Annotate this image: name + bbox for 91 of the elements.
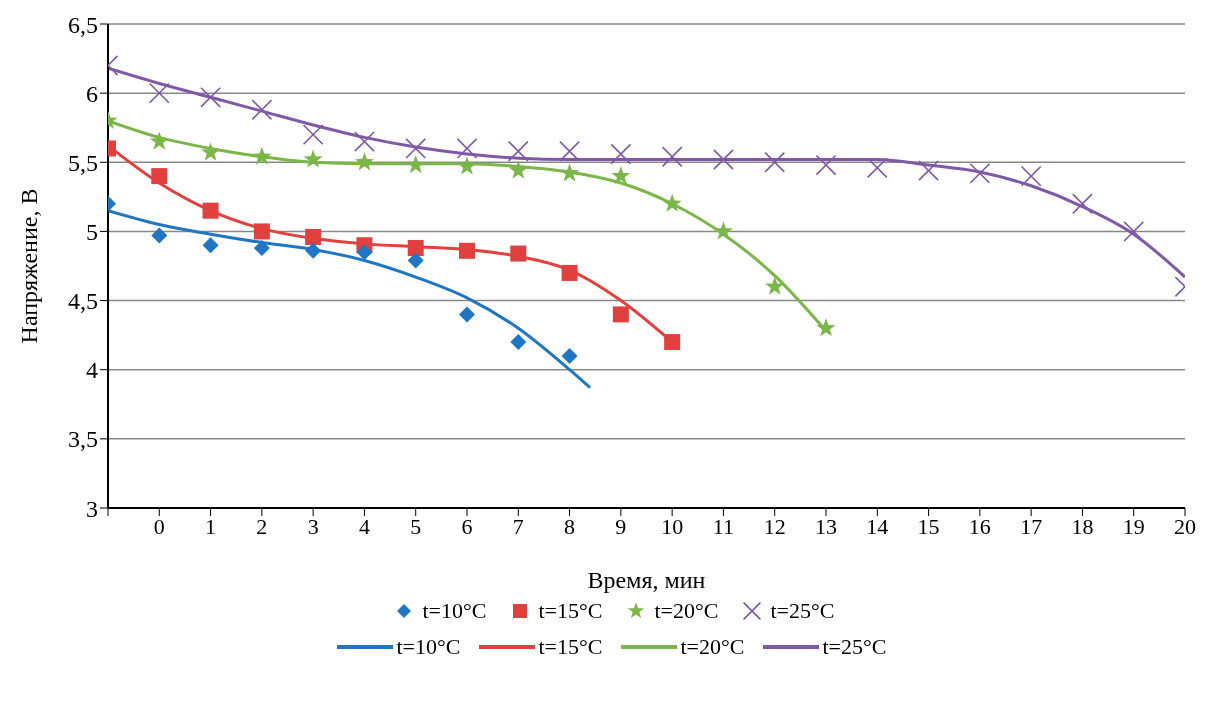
- point: [305, 228, 322, 245]
- x-tick-label: 19: [1122, 513, 1145, 539]
- point: [1123, 221, 1145, 242]
- point: [662, 193, 682, 212]
- x-tick-label: 8: [564, 513, 576, 539]
- point: [456, 138, 478, 159]
- point: [202, 202, 219, 219]
- x-tick-label: 7: [512, 513, 524, 539]
- point: [560, 163, 580, 182]
- point: [253, 223, 270, 240]
- x-tick-label: 5: [410, 513, 422, 539]
- point: [459, 242, 475, 259]
- point: [457, 156, 477, 175]
- point: [664, 334, 681, 351]
- x-tick-label: 13: [815, 513, 837, 539]
- legend-label: t=10°C: [422, 598, 487, 624]
- point: [200, 86, 221, 108]
- x-tick-label: 9: [615, 513, 627, 539]
- x-tick-label: 14: [866, 513, 889, 539]
- point: [151, 168, 168, 185]
- point: [149, 131, 169, 150]
- point: [815, 154, 837, 176]
- point: [510, 334, 527, 351]
- point: [661, 146, 683, 168]
- x-tick-label: 16: [968, 513, 991, 539]
- point: [151, 227, 168, 244]
- legend-label: t=20°C: [680, 634, 745, 660]
- x-axis-title: Время, мин: [587, 567, 706, 593]
- legend-label: t=25°C: [770, 598, 835, 624]
- point: [407, 240, 424, 257]
- point: [354, 152, 374, 171]
- legend-label: t=20°C: [654, 598, 719, 624]
- point: [507, 140, 529, 162]
- legend-label: t=15°C: [538, 634, 603, 660]
- y-tick-label: 5,5: [68, 149, 98, 176]
- point: [407, 252, 424, 269]
- point: [1072, 193, 1093, 215]
- point: [354, 131, 375, 152]
- point: [201, 142, 221, 161]
- y-tick-label: 6: [86, 80, 98, 107]
- x-tick-label: 20: [1174, 513, 1196, 539]
- point: [713, 149, 734, 170]
- y-tick-label: 5: [86, 218, 98, 245]
- point: [510, 245, 527, 262]
- legend-label: t=15°C: [538, 598, 603, 624]
- point: [406, 155, 426, 174]
- point: [459, 306, 475, 323]
- x-tick-label: 1: [205, 513, 217, 539]
- point: [611, 166, 631, 185]
- point: [252, 146, 272, 165]
- y-tick-label: 4: [86, 357, 98, 384]
- x-tick-label: 17: [1020, 513, 1043, 539]
- legend-label: t=10°C: [396, 634, 461, 660]
- point: [356, 244, 373, 261]
- point: [765, 276, 785, 295]
- point: [148, 82, 170, 104]
- point: [610, 143, 632, 165]
- x-tick-label: 3: [307, 513, 319, 539]
- point: [918, 160, 939, 181]
- point: [253, 240, 270, 257]
- point: [561, 264, 578, 281]
- legend-label: t=25°C: [822, 634, 887, 660]
- x-tick-label: 10: [661, 513, 684, 539]
- x-tick-label: 2: [256, 513, 268, 539]
- point: [612, 306, 629, 323]
- point: [969, 162, 991, 184]
- x-tick-label: 12: [763, 513, 786, 539]
- x-tick-label: 6: [461, 513, 473, 539]
- point: [561, 347, 578, 364]
- x-tick-label: 11: [712, 513, 735, 539]
- point: [508, 160, 528, 179]
- y-tick-label: 3,5: [68, 426, 98, 453]
- y-tick-label: 3: [86, 495, 98, 522]
- x-tick-label: 4: [358, 513, 370, 539]
- point: [305, 242, 322, 259]
- x-tick-label: 0: [153, 513, 165, 539]
- point: [302, 124, 324, 146]
- point: [866, 157, 888, 179]
- point: [816, 318, 836, 337]
- y-tick-label: 4,5: [68, 288, 98, 315]
- point: [1020, 165, 1042, 187]
- x-tick-label: 18: [1071, 513, 1094, 539]
- y-axis-title: Напряжение, В: [15, 188, 42, 344]
- point: [405, 138, 427, 159]
- point: [303, 149, 323, 168]
- point: [251, 99, 273, 121]
- x-tick-label: 15: [917, 513, 940, 539]
- point: [202, 237, 219, 254]
- point: [764, 151, 786, 173]
- point: [559, 140, 580, 162]
- y-tick-label: 6,5: [68, 11, 98, 38]
